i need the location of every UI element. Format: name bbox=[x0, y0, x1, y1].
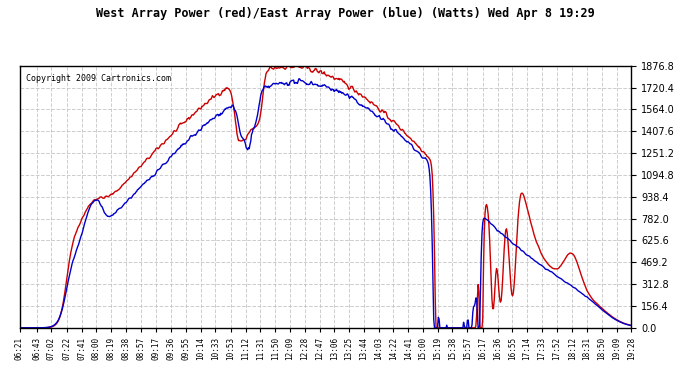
Text: West Array Power (red)/East Array Power (blue) (Watts) Wed Apr 8 19:29: West Array Power (red)/East Array Power … bbox=[96, 8, 594, 21]
Text: Copyright 2009 Cartronics.com: Copyright 2009 Cartronics.com bbox=[26, 74, 170, 82]
